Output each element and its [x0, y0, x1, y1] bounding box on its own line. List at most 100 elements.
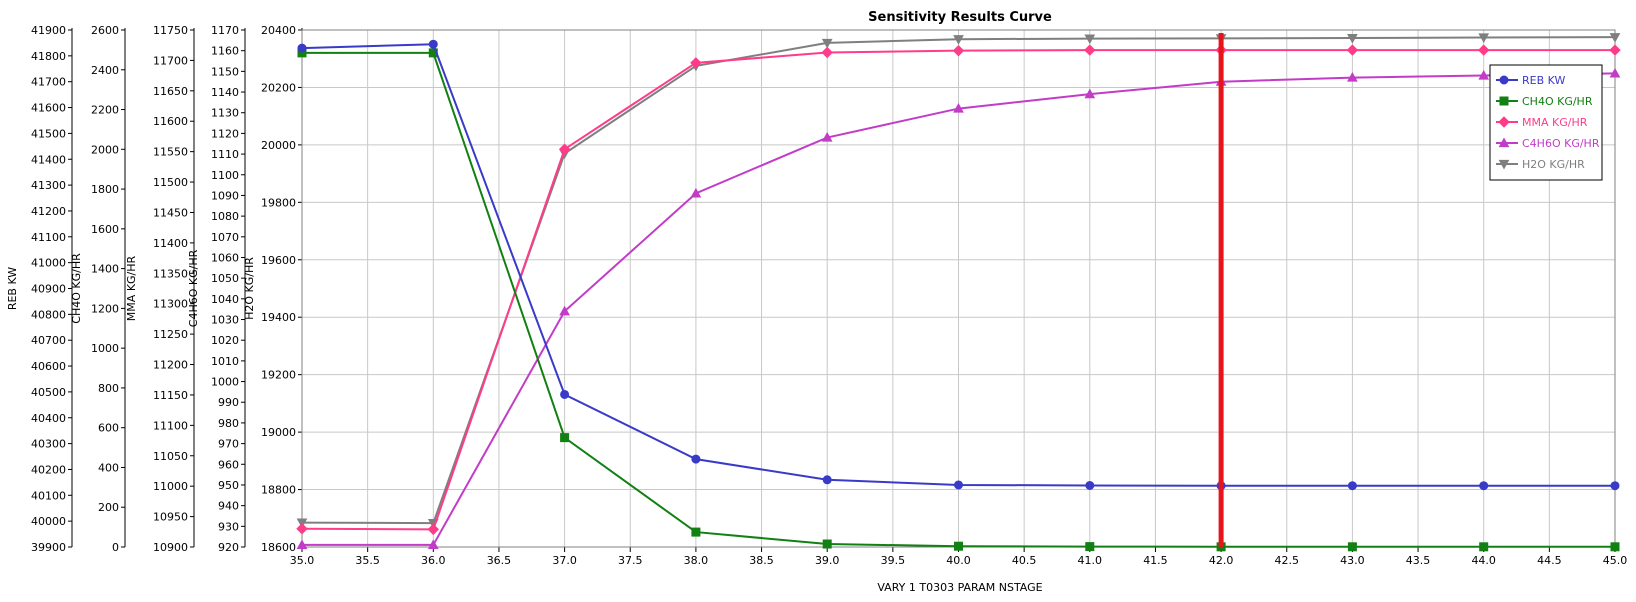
- y-tick-label-reb: 40700: [31, 334, 66, 347]
- legend-marker-h2o: [1498, 159, 1510, 170]
- data-point-c4h6o: [953, 103, 964, 113]
- data-point-reb: [1085, 480, 1095, 490]
- y-tick-label-c4h6o: 1020: [211, 334, 239, 347]
- y-tick-label-reb: 40200: [31, 463, 66, 476]
- data-point-mma: [690, 57, 702, 69]
- y-tick-label-reb: 41500: [31, 127, 66, 140]
- y-tick-label-mma: 11500: [153, 176, 188, 189]
- legend-marker-mma: [1498, 116, 1510, 128]
- x-tick-label: 35.0: [290, 554, 315, 567]
- y-tick-label-mma: 11350: [153, 267, 188, 280]
- data-point-c4h6o: [690, 187, 702, 198]
- y-tick-label-ch4o: 2600: [91, 24, 119, 37]
- data-point-reb: [1479, 481, 1489, 491]
- chart-title: Sensitivity Results Curve: [868, 10, 1052, 25]
- y-tick-label-mma: 11050: [153, 450, 188, 463]
- data-point-mma: [427, 523, 440, 536]
- data-point-mma: [952, 44, 965, 57]
- data-point-c4h6o: [1609, 67, 1621, 78]
- legend-marker-c4h6o: [1498, 137, 1510, 148]
- x-tick-label: 44.0: [1471, 554, 1496, 567]
- y-tick-label-mma: 11100: [153, 419, 188, 432]
- y-tick-label-ch4o: 0: [112, 541, 119, 554]
- x-tick-label: 40.5: [1012, 554, 1037, 567]
- legend-label-c4h6o: C4H6O KG/HR: [1522, 137, 1600, 150]
- y-tick-label-h2o: 20200: [261, 81, 296, 94]
- y-tick-label-c4h6o: 950: [218, 479, 239, 492]
- y-tick-label-ch4o: 2000: [91, 143, 119, 156]
- x-tick-label: 43.5: [1406, 554, 1431, 567]
- y-tick-label-reb: 41700: [31, 76, 66, 89]
- y-tick-label-mma: 11450: [153, 206, 188, 219]
- legend-label-mma: MMA KG/HR: [1522, 116, 1588, 129]
- data-point-h2o: [1478, 33, 1490, 43]
- y-tick-label-mma: 11550: [153, 146, 188, 159]
- y-tick-label-c4h6o: 1170: [211, 24, 239, 37]
- data-point-mma: [821, 46, 833, 59]
- y-tick-label-mma: 11150: [153, 389, 188, 402]
- y-axis-title-reb: REB KW: [6, 267, 19, 310]
- y-tick-label-reb: 40000: [31, 515, 66, 528]
- data-point-c4h6o: [1347, 72, 1358, 82]
- y-tick-label-ch4o: 1600: [91, 223, 119, 236]
- y-tick-label-reb: 41400: [31, 153, 66, 166]
- y-tick-label-mma: 10950: [153, 511, 188, 524]
- y-tick-label-reb: 39900: [31, 541, 66, 554]
- y-tick-label-c4h6o: 1040: [211, 293, 239, 306]
- y-tick-label-c4h6o: 920: [218, 541, 239, 554]
- legend-label-reb: REB KW: [1522, 74, 1565, 87]
- y-tick-label-reb: 40400: [31, 412, 66, 425]
- data-point-ch4o: [1479, 542, 1489, 552]
- y-tick-label-c4h6o: 970: [218, 438, 239, 451]
- data-point-reb: [691, 454, 701, 464]
- y-tick-label-h2o: 19400: [261, 311, 296, 324]
- data-point-reb: [428, 39, 438, 49]
- y-tick-label-c4h6o: 1070: [211, 231, 239, 244]
- x-tick-label: 41.5: [1143, 554, 1168, 567]
- y-tick-label-c4h6o: 1130: [211, 107, 239, 120]
- y-tick-label-ch4o: 600: [98, 422, 119, 435]
- data-point-reb: [954, 480, 963, 490]
- y-tick-label-reb: 40900: [31, 283, 66, 296]
- y-tick-label-ch4o: 1800: [91, 183, 119, 196]
- y-tick-label-ch4o: 400: [98, 461, 119, 474]
- data-point-h2o: [1609, 33, 1621, 43]
- y-tick-label-reb: 40800: [31, 308, 66, 321]
- y-tick-label-mma: 11600: [153, 115, 188, 128]
- y-tick-label-h2o: 20400: [261, 24, 296, 37]
- y-axis-title-mma: MMA KG/HR: [125, 255, 138, 321]
- data-point-ch4o: [1347, 542, 1357, 552]
- x-tick-label: 45.0: [1603, 554, 1628, 567]
- legend-label-ch4o: CH4O KG/HR: [1522, 95, 1593, 108]
- y-tick-label-reb: 41100: [31, 231, 66, 244]
- x-tick-label: 35.5: [355, 554, 380, 567]
- y-tick-label-c4h6o: 1050: [211, 272, 239, 285]
- y-tick-label-c4h6o: 930: [218, 520, 239, 533]
- y-axis-title-h2o: H2O KG/HR: [243, 257, 256, 320]
- data-point-c4h6o: [1084, 88, 1096, 99]
- x-tick-label: 42.0: [1209, 554, 1234, 567]
- y-tick-label-ch4o: 2200: [91, 104, 119, 117]
- y-tick-label-c4h6o: 960: [218, 458, 239, 471]
- x-tick-label: 43.0: [1340, 554, 1365, 567]
- y-tick-label-reb: 40600: [31, 360, 66, 373]
- x-tick-label: 37.0: [552, 554, 577, 567]
- y-tick-label-mma: 11000: [153, 480, 188, 493]
- y-tick-label-c4h6o: 1150: [211, 65, 239, 78]
- data-point-reb: [1610, 481, 1620, 491]
- y-tick-label-c4h6o: 1160: [211, 45, 239, 58]
- x-tick-label: 44.5: [1537, 554, 1562, 567]
- y-tick-label-c4h6o: 1030: [211, 314, 239, 327]
- x-tick-label: 38.0: [684, 554, 709, 567]
- data-point-reb: [560, 389, 570, 399]
- y-tick-label-c4h6o: 1000: [211, 376, 239, 389]
- y-tick-label-h2o: 19600: [261, 254, 296, 267]
- y-tick-label-h2o: 20000: [261, 139, 296, 152]
- x-tick-label: 37.5: [618, 554, 643, 567]
- y-tick-label-reb: 41800: [31, 50, 66, 63]
- y-tick-label-mma: 11400: [153, 237, 188, 250]
- y-tick-label-c4h6o: 940: [218, 500, 239, 513]
- y-tick-label-reb: 41200: [31, 205, 66, 218]
- y-tick-label-c4h6o: 1110: [211, 148, 239, 161]
